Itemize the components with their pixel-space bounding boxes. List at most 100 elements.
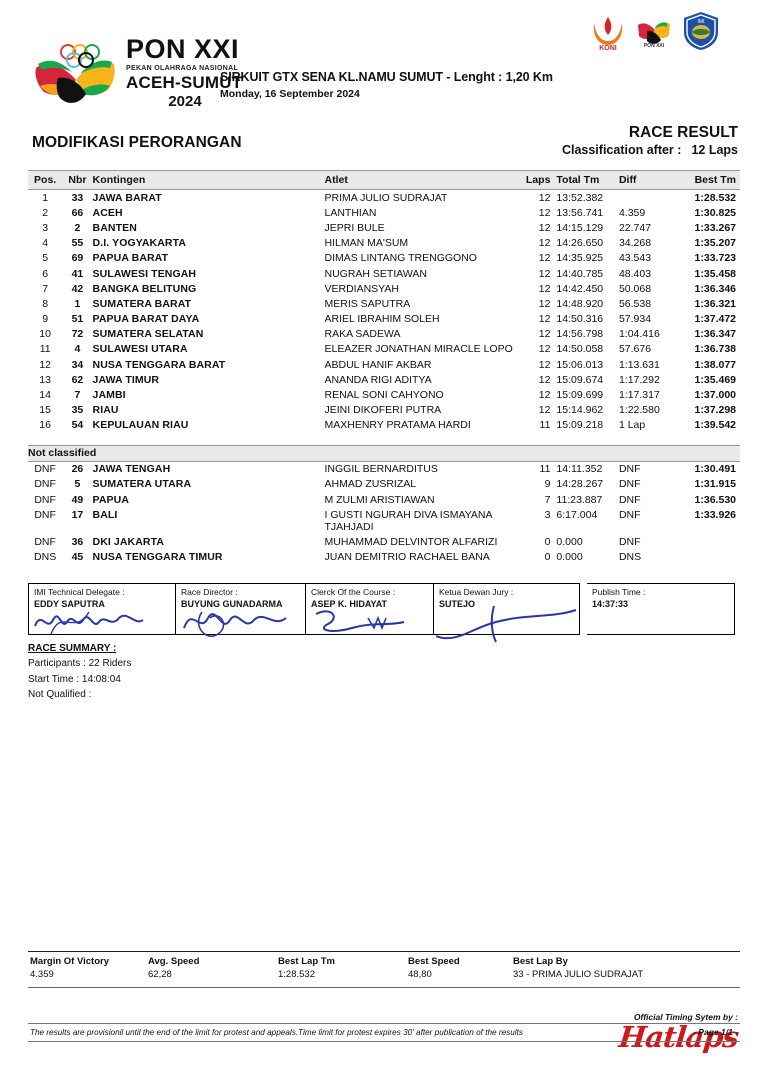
stat-margin-of-victory: Margin Of Victory 4.359: [30, 956, 148, 980]
cell-total: 14:40.785: [556, 267, 604, 280]
col-diff: Diff: [618, 170, 680, 190]
cell-laps: 12: [538, 389, 551, 402]
cell-pos: DNF: [34, 493, 56, 506]
cell-pos: 1: [42, 191, 49, 204]
footer-disclaimer: The results are provisionil until the en…: [30, 1027, 523, 1037]
cell-nbr: 49: [71, 493, 84, 506]
official-name: EDDY SAPUTRA: [34, 598, 105, 609]
cell-diff: 34.268: [618, 237, 652, 250]
stat-best-lap-time: Best Lap Tm 1:28.532: [278, 956, 408, 980]
signature-jury-chairman: [436, 605, 577, 643]
cell-kontingen: BALI: [92, 508, 118, 521]
cell-total: 15:09.674: [556, 373, 604, 386]
cell-diff: 1:04.416: [618, 328, 660, 341]
cell-laps: 12: [538, 221, 551, 234]
table-row: 11 4 SULAWESI UTARA ELEAZER JONATHAN MIRACL…: [28, 342, 740, 357]
cell-best: 1:36.321: [694, 297, 736, 310]
cell-atlet: ARIEL IBRAHIM SOLEH: [324, 313, 440, 326]
cell-diff: 57.676: [618, 343, 652, 356]
timing-provider: Official Timing Sytem by : Hatlaps: [617, 1012, 740, 1054]
publish-time-label: Publish Time :: [592, 586, 646, 597]
table-row: 14 7 JAMBI RENAL SONI CAHYONO 12 15:09.699 1:1…: [28, 387, 740, 402]
cell-kontingen: ACEH: [92, 206, 123, 219]
cell-diff: DNF: [618, 493, 641, 506]
cell-atlet: JEPRI BULE: [324, 221, 385, 234]
document-header: PON XXI PEKAN OLAHRAGA NASIONAL ACEH-SUM…: [28, 0, 740, 112]
stat-label: Best Lap Tm: [278, 956, 336, 967]
cell-nbr: 51: [71, 313, 84, 326]
cell-kontingen: JAMBI: [92, 389, 126, 402]
cell-atlet: MAXHENRY PRATAMA HARDI: [324, 419, 471, 432]
cell-best: 1:39.542: [694, 419, 736, 432]
cell-total: 11:23.887: [556, 493, 603, 506]
cell-best: 1:33.926: [694, 508, 736, 521]
cell-laps: 12: [538, 343, 551, 356]
table-row: 16 54 KEPULAUAN RIAU MAXHENRY PRATAMA HARDI…: [28, 418, 740, 433]
cell-total: 0.000: [556, 551, 583, 564]
stat-value: 48,80: [408, 969, 432, 980]
col-kontingen: Kontingen: [92, 170, 325, 190]
table-row: DNF 49 PAPUA M ZULMI ARISTIAWAN 7 11:23.887 DN…: [28, 492, 740, 507]
cell-kontingen: PAPUA BARAT: [92, 252, 169, 265]
cell-diff: 1:22.580: [618, 404, 660, 417]
official-technical-delegate: IMI Technical Delegate : EDDY SAPUTRA: [28, 582, 176, 635]
official-clerk-of-course: Clerck Of the Course : ASEP K. HIDAYAT: [306, 582, 434, 635]
cell-nbr: 45: [71, 551, 84, 564]
footer-rule-bottom: [28, 1041, 740, 1042]
title-band: MODIFIKASI PERORANGAN RACE RESULT Classi…: [28, 124, 740, 170]
cell-atlet: PRIMA JULIO SUDRAJAT: [324, 191, 448, 204]
cell-kontingen: DKI JAKARTA: [92, 536, 165, 549]
cell-atlet: MUHAMMAD DELVINTOR ALFARIZI: [324, 536, 498, 549]
cell-total: 14:50.316: [556, 313, 604, 326]
cell-total: 14:48.920: [556, 297, 604, 310]
svg-text:IMI: IMI: [698, 19, 705, 25]
cell-best: 1:30.825: [694, 206, 736, 219]
table-row: 12 34 NUSA TENGGARA BARAT ABDUL HANIF AKBAR…: [28, 357, 740, 372]
sponsor-logos: KONI PON XXI IMI: [588, 10, 722, 52]
cell-nbr: 1: [74, 297, 81, 310]
cell-diff: [619, 190, 680, 206]
cell-pos: 7: [42, 282, 49, 295]
table-row: 1 33 JAWA BARAT PRIMA JULIO SUDRAJAT 12 13:52…: [28, 190, 740, 206]
not-classified-label: Not classified: [28, 444, 740, 462]
cell-laps: 12: [538, 252, 551, 265]
col-nbr: Nbr: [62, 170, 93, 190]
cell-best: 1:31.915: [694, 478, 736, 491]
cell-total: 0.000: [556, 536, 583, 549]
stat-avg-speed: Avg. Speed 62,28: [148, 956, 278, 980]
cell-pos: 10: [39, 328, 51, 341]
footer-rule-top: [28, 1023, 740, 1024]
stat-label: Margin Of Victory: [30, 956, 110, 967]
table-row: 3 2 BANTEN JEPRI BULE 12 14:15.129 22.747 1:33.…: [28, 220, 740, 235]
cell-nbr: 72: [71, 328, 84, 341]
cell-best: [679, 534, 740, 549]
cell-total: 14:11.352: [556, 463, 603, 476]
cell-kontingen: NUSA TENGGARA TIMUR: [92, 551, 223, 564]
cell-laps: 12: [538, 191, 551, 204]
cell-atlet: DIMAS LINTANG TRENGGONO: [324, 252, 477, 265]
official-name: SUTEJO: [439, 598, 476, 609]
col-best-tm: Best Tm: [679, 170, 740, 190]
cell-best: 1:36.347: [694, 328, 736, 341]
classification-label: Classification after :: [561, 143, 682, 157]
cell-pos: 6: [42, 267, 49, 280]
event-name-sub: PEKAN OLAHRAGA NASIONAL: [126, 65, 239, 72]
race-summary-participants: Participants : 22 Riders: [28, 658, 132, 670]
table-spacer: [28, 433, 740, 445]
cell-atlet: ELEAZER JONATHAN MIRACLE LOPO: [324, 343, 513, 356]
col-laps: Laps: [516, 170, 557, 190]
official-jury-chairman: Ketua Dewan Jury : SUTEJO: [434, 582, 580, 643]
cell-laps: 7: [544, 493, 551, 506]
bottom-stats: Margin Of Victory 4.359 Avg. Speed 62,28…: [28, 951, 740, 988]
event-title-block: PON XXI PEKAN OLAHRAGA NASIONAL ACEH-SUM…: [126, 36, 244, 110]
cell-atlet: LANTHIAN: [324, 206, 377, 219]
publish-time-value: 14:37:33: [592, 598, 629, 609]
table-body: 1 33 JAWA BARAT PRIMA JULIO SUDRAJAT 12 13:52…: [28, 190, 740, 565]
cell-pos: DNS: [34, 551, 57, 564]
cell-diff: 4.359: [618, 206, 646, 219]
cell-atlet: NUGRAH SETIAWAN: [324, 267, 427, 280]
cell-total: 13:52.382: [556, 191, 604, 204]
official-role: IMI Technical Delegate :: [34, 586, 125, 597]
col-pos: Pos.: [28, 170, 63, 190]
cell-laps: 12: [538, 328, 551, 341]
